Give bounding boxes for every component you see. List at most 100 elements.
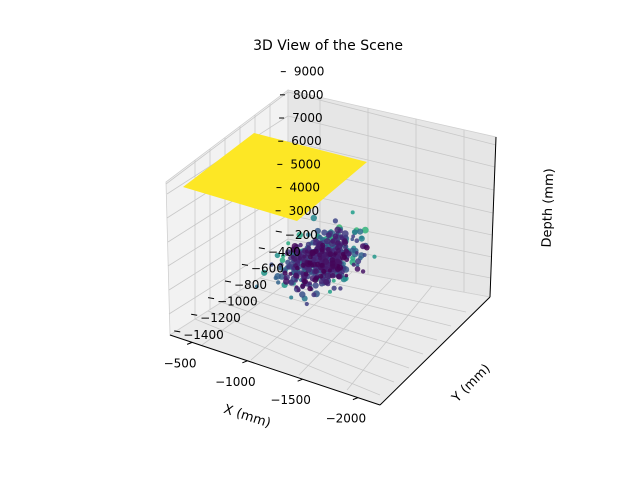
data-point <box>354 238 360 243</box>
y-tick-label: −1400 <box>183 328 224 342</box>
data-point <box>314 261 321 267</box>
data-point <box>304 301 309 307</box>
x-axis-ticks: −2000 −1500 −1000 −500 <box>164 341 366 426</box>
data-point <box>283 278 290 285</box>
y-tick-mark <box>275 230 282 233</box>
data-point <box>357 228 364 235</box>
data-point <box>312 276 319 283</box>
axis-lines <box>169 136 497 406</box>
data-point <box>290 246 297 253</box>
y-tick-mark <box>224 280 232 283</box>
data-point <box>309 249 316 256</box>
data-point <box>362 253 367 257</box>
data-point <box>351 234 356 239</box>
data-point <box>286 241 291 246</box>
data-point <box>299 291 306 298</box>
data-point <box>325 247 331 252</box>
data-point <box>289 295 294 300</box>
data-point <box>350 237 355 241</box>
y-tick-label: −400 <box>268 245 301 259</box>
data-point <box>320 242 326 248</box>
data-point <box>261 269 268 276</box>
z-tick-label: 6000 <box>291 134 322 148</box>
y-tick-mark <box>191 313 198 316</box>
z-tick-label: 3000 <box>289 204 320 218</box>
y-tick-mark <box>207 297 215 300</box>
data-point <box>307 260 313 266</box>
chart-title: 3D View of the Scene <box>253 38 403 54</box>
z-tick-label: 8000 <box>293 88 324 102</box>
data-point <box>334 226 342 234</box>
data-point <box>286 265 291 270</box>
data-point <box>296 288 301 293</box>
data-point <box>290 254 295 259</box>
z-axis-line <box>489 136 497 298</box>
data-point <box>321 268 327 274</box>
y-axis-ticks: −1400 −1200 −1000 −800 −600 −400 −200 <box>174 228 318 342</box>
y-tick-label: −800 <box>234 278 267 292</box>
y-tick-label: −1200 <box>200 311 241 325</box>
data-point <box>293 272 299 279</box>
x-tick-label: −1500 <box>270 393 311 407</box>
z-axis-ticks: 3000 4000 5000 6000 7000 8000 9000 <box>275 65 325 218</box>
data-point <box>331 285 337 291</box>
data-point <box>274 252 281 259</box>
data-point <box>328 289 332 294</box>
data-point <box>352 229 358 235</box>
data-point <box>313 268 319 275</box>
data-point <box>335 273 342 280</box>
y-tick-label: −1000 <box>217 295 258 309</box>
data-point <box>327 268 332 273</box>
data-point <box>343 245 347 250</box>
data-point <box>307 285 313 292</box>
data-point <box>288 279 295 286</box>
data-point <box>322 258 330 265</box>
data-point <box>351 262 356 267</box>
y-tick-label: −600 <box>251 261 284 275</box>
data-point <box>282 270 288 276</box>
data-point <box>319 247 325 253</box>
data-point <box>360 269 366 274</box>
data-point <box>302 278 308 285</box>
data-point <box>330 272 336 279</box>
data-point <box>327 251 334 258</box>
data-point <box>324 272 332 280</box>
data-point <box>255 284 259 289</box>
data-point <box>344 273 349 278</box>
y-axis-line <box>379 296 491 406</box>
data-point <box>278 262 284 268</box>
data-point <box>331 278 336 283</box>
data-point <box>294 285 299 289</box>
data-point <box>319 263 324 268</box>
data-point <box>305 249 309 254</box>
y-tick-mark <box>241 263 249 266</box>
data-point <box>332 233 339 240</box>
data-point <box>317 252 322 258</box>
data-point <box>279 257 286 264</box>
scatter-points <box>255 210 377 307</box>
x-axis-line <box>169 334 381 406</box>
x-tick-mark <box>297 378 303 382</box>
data-point <box>358 235 365 242</box>
data-point <box>355 258 362 265</box>
z-tick-label: 9000 <box>294 65 325 79</box>
data-point <box>294 278 298 283</box>
data-point <box>340 254 347 261</box>
data-point <box>336 264 341 268</box>
data-point <box>295 266 300 271</box>
data-point <box>329 257 336 263</box>
data-point <box>310 214 317 222</box>
data-point <box>343 248 349 254</box>
data-point <box>330 238 336 244</box>
data-point <box>350 210 355 215</box>
data-point <box>306 232 311 238</box>
data-point <box>296 231 303 239</box>
data-point <box>336 248 341 253</box>
data-point <box>285 251 290 256</box>
data-point <box>355 251 359 255</box>
data-point <box>332 218 338 224</box>
z-axis-label: Depth (mm) <box>540 168 558 248</box>
data-point <box>312 282 319 289</box>
data-point <box>321 229 328 236</box>
